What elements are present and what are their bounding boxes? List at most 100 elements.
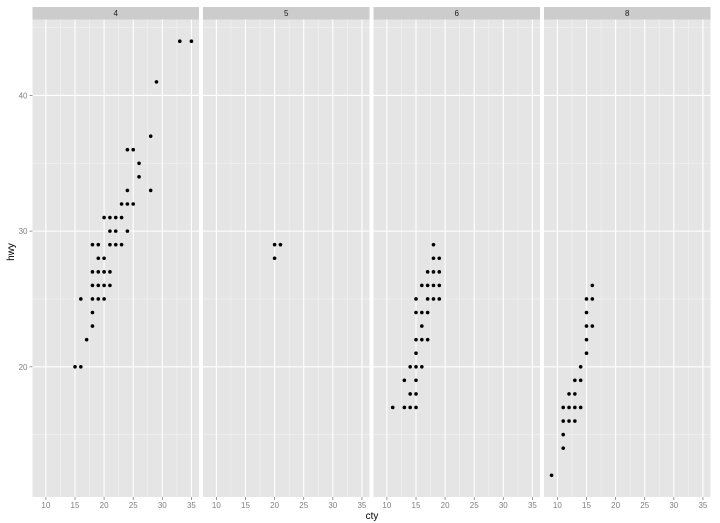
data-point	[414, 337, 418, 342]
x-tick-label: 10	[382, 501, 391, 510]
data-point	[402, 378, 407, 383]
facet-strip-label: 8	[625, 9, 630, 18]
data-point	[425, 283, 430, 288]
data-point	[90, 270, 95, 274]
data-point	[108, 242, 112, 247]
x-tick-label: 35	[528, 501, 537, 510]
data-point	[137, 175, 141, 179]
data-point	[420, 324, 424, 328]
x-tick-label: 30	[669, 501, 678, 510]
data-point	[272, 242, 277, 247]
x-tick-label: 15	[71, 501, 80, 510]
data-point	[84, 337, 89, 342]
data-point	[96, 297, 101, 301]
data-point	[408, 364, 412, 369]
facet-panel-4: 4 10 15 20 25 30 35	[32, 7, 199, 510]
facet-strip	[32, 7, 199, 20]
data-point	[408, 392, 412, 396]
data-point	[573, 405, 577, 410]
x-tick-label: 25	[470, 501, 479, 510]
data-point	[154, 80, 159, 84]
data-point	[177, 39, 182, 44]
data-point	[96, 283, 101, 288]
y-tick-label: 40	[19, 91, 28, 100]
data-point	[119, 242, 124, 247]
data-point	[420, 310, 424, 315]
data-point	[431, 297, 436, 301]
panel-background	[203, 19, 370, 497]
facet-panel-8: 8 10 15 20 25 30 35	[544, 7, 711, 510]
data-point	[96, 256, 101, 261]
data-point	[590, 283, 595, 288]
data-point	[189, 39, 194, 44]
facet-strip-label: 4	[114, 9, 119, 18]
data-point	[131, 202, 136, 206]
data-point	[102, 297, 106, 301]
facet-strip	[373, 7, 540, 20]
data-point	[561, 405, 566, 410]
data-point	[102, 283, 106, 288]
data-point	[425, 270, 430, 274]
data-point	[414, 392, 418, 396]
y-axis-title: hwy	[6, 243, 17, 261]
x-tick-label: 20	[611, 501, 620, 510]
data-point	[584, 324, 589, 328]
x-tick-label: 35	[357, 501, 366, 510]
data-point	[148, 134, 153, 138]
x-tick-label: 10	[212, 501, 221, 510]
x-tick-label: 10	[41, 501, 50, 510]
data-point	[573, 419, 577, 423]
data-point	[102, 215, 106, 220]
x-tick-label: 30	[499, 501, 508, 510]
data-point	[573, 378, 577, 383]
data-point	[414, 378, 418, 383]
x-tick-label: 30	[158, 501, 167, 510]
data-point	[272, 256, 277, 261]
data-point	[278, 242, 283, 247]
data-point	[578, 378, 583, 383]
data-point	[584, 310, 589, 315]
data-point	[119, 202, 124, 206]
data-point	[584, 351, 589, 356]
data-point	[408, 405, 412, 410]
data-point	[125, 202, 130, 206]
facet-strip-label: 6	[455, 9, 460, 18]
data-point	[96, 270, 101, 274]
data-point	[431, 256, 436, 261]
x-tick-label: 15	[241, 501, 250, 510]
data-point	[425, 310, 430, 315]
data-point	[131, 147, 136, 152]
data-point	[437, 256, 442, 261]
data-point	[90, 324, 95, 328]
data-point	[431, 270, 436, 274]
data-point	[590, 297, 595, 301]
data-point	[90, 310, 95, 315]
data-point	[414, 351, 418, 356]
data-point	[578, 364, 583, 369]
data-point	[561, 419, 566, 423]
data-point	[108, 229, 112, 233]
data-point	[113, 229, 118, 233]
data-point	[414, 405, 418, 410]
data-point	[420, 364, 424, 369]
data-point	[425, 337, 430, 342]
data-point	[79, 297, 83, 301]
x-tick-label: 25	[640, 501, 649, 510]
data-point	[119, 215, 124, 220]
data-point	[73, 364, 77, 369]
data-point	[79, 364, 83, 369]
facet-panel-5: 5 10 15 20 25 30 35	[203, 7, 370, 510]
data-point	[437, 283, 442, 288]
facet-strip	[203, 7, 370, 20]
y-tick-label: 20	[19, 363, 28, 372]
data-point	[148, 188, 153, 193]
panel-background	[373, 19, 540, 497]
data-point	[420, 337, 424, 342]
data-point	[125, 229, 130, 233]
data-point	[113, 215, 118, 220]
data-point	[125, 188, 130, 193]
y-axis: 20 30 40	[19, 91, 33, 372]
data-point	[431, 242, 436, 247]
